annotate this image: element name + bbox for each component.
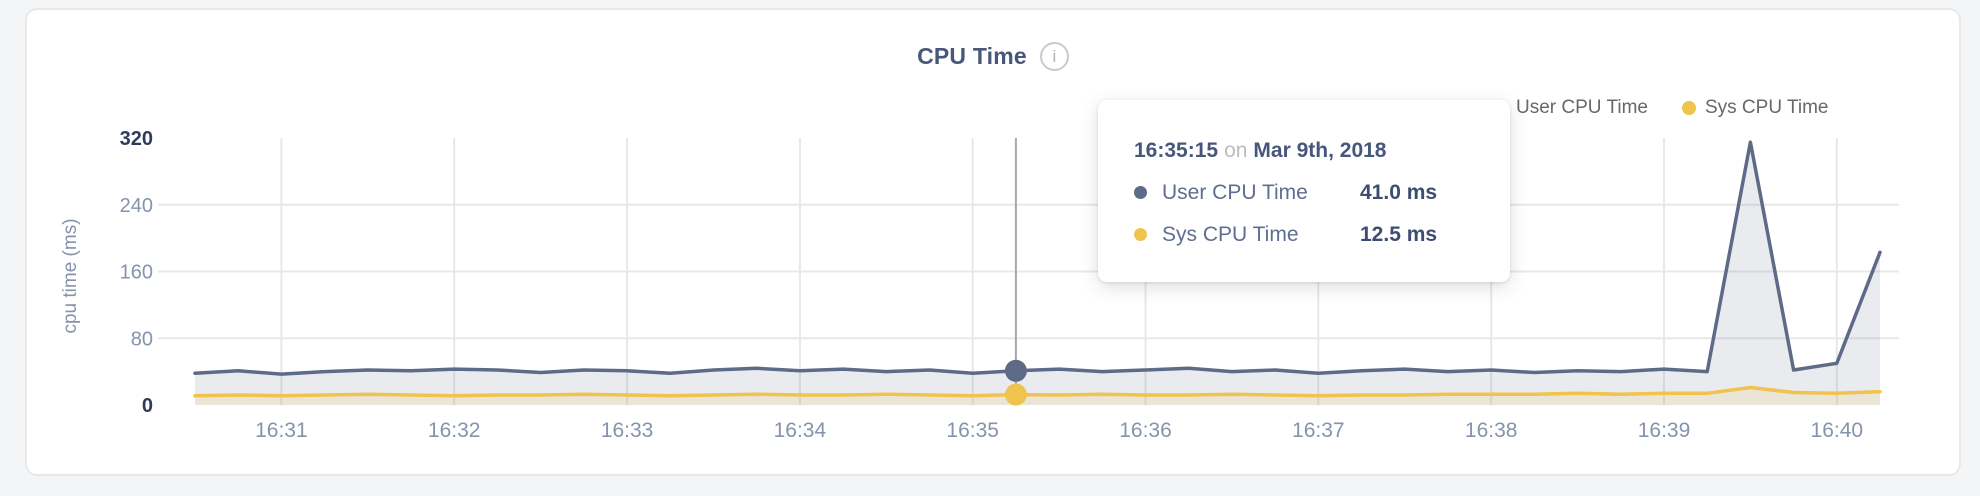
user-cpu-area (195, 142, 1880, 405)
tooltip-date: Mar 9th, 2018 (1253, 139, 1387, 162)
x-axis-label: 16:40 (1811, 419, 1864, 442)
tooltip-connector: on (1224, 139, 1248, 162)
tooltip-title: 16:35:15 on Mar 9th, 2018 (1134, 138, 1474, 163)
user-cpu-line (193, 140, 1882, 376)
x-axis-label: 16:34 (774, 419, 827, 442)
tooltip-series-value: 41.0 ms (1360, 180, 1438, 204)
x-axis-label: 16:36 (1119, 419, 1172, 442)
hover-dot-sys (1004, 383, 1027, 406)
x-axis-label: 16:37 (1292, 419, 1345, 442)
tooltip-series-label: User CPU Time (1162, 180, 1308, 204)
tooltip-time: 16:35:15 (1134, 139, 1219, 162)
chart-card (25, 8, 1961, 476)
tooltip-series-dot-icon (1134, 186, 1147, 199)
x-axis-label: 16:32 (428, 419, 481, 442)
chart-tooltip: 16:35:15 on Mar 9th, 2018 User CPU Time 41.… (1098, 100, 1510, 282)
sys-cpu-line (193, 385, 1882, 398)
tooltip-series-label: Sys CPU Time (1162, 222, 1299, 246)
legend-item[interactable]: Sys CPU Time (1681, 97, 1829, 119)
x-axis-label: 16:31 (255, 419, 308, 442)
legend: User CPU Time Sys CPU Time (1493, 97, 1829, 119)
tooltip-series-value: 12.5 ms (1360, 222, 1438, 246)
x-axis-label: 16:39 (1638, 419, 1691, 442)
chart-title: CPU Time (917, 43, 1027, 69)
y-axis-label: 80 (131, 328, 153, 350)
y-axis-label: 0 (142, 395, 153, 417)
hover-dot-user (1004, 359, 1027, 382)
legend-item-label: Sys CPU Time (1704, 97, 1829, 118)
x-axis-label: 16:35 (946, 419, 999, 442)
chart-header: CPU Time i (25, 42, 1961, 71)
legend-dot-icon (1681, 101, 1696, 115)
x-axis-label: 16:33 (601, 419, 654, 442)
tooltip-row: User CPU Time 41.0 ms (1134, 180, 1474, 205)
legend-item-label: User CPU Time (1516, 97, 1648, 118)
tooltip-series-dot-icon (1134, 228, 1147, 241)
info-icon[interactable]: i (1039, 42, 1069, 71)
y-axis-label: 160 (120, 262, 153, 284)
tooltip-rows: User CPU Time 41.0 ms Sys CPU Time 12.5 ms (1134, 180, 1474, 247)
tooltip-row: Sys CPU Time 12.5 ms (1134, 222, 1474, 247)
y-axis-label: 240 (120, 195, 153, 217)
y-axis-label: 320 (120, 128, 153, 150)
x-axis-label: 16:38 (1465, 419, 1518, 442)
